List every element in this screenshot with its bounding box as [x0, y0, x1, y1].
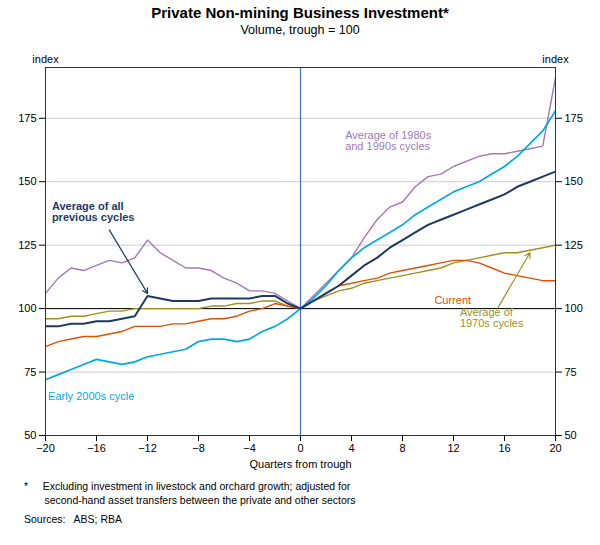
svg-text:index: index: [542, 53, 569, 65]
svg-text:150: 150: [565, 175, 583, 187]
svg-text:−12: −12: [138, 442, 157, 454]
svg-text:Early 2000s cycle: Early 2000s cycle: [48, 390, 134, 402]
svg-text:75: 75: [24, 366, 36, 378]
svg-text:8: 8: [399, 442, 405, 454]
svg-text:Average of 1980sand 1990s cycl: Average of 1980sand 1990s cycles: [345, 129, 432, 152]
svg-text:50: 50: [565, 429, 577, 441]
svg-text:−4: −4: [243, 442, 256, 454]
svg-text:175: 175: [18, 112, 36, 124]
svg-text:50: 50: [24, 429, 36, 441]
svg-text:index: index: [32, 53, 59, 65]
svg-text:20: 20: [549, 442, 561, 454]
svg-text:0: 0: [297, 442, 303, 454]
svg-text:100: 100: [18, 302, 36, 314]
svg-text:Average of allprevious cycles: Average of allprevious cycles: [52, 200, 135, 223]
html-text:* Excluding investment in live: * Excluding investment in livestock and …: [24, 480, 351, 492]
html-text:Private Non-mining Business In: Private Non-mining Business Investment*: [151, 4, 449, 21]
svg-text:175: 175: [565, 112, 583, 124]
svg-text:−8: −8: [192, 442, 205, 454]
svg-text:16: 16: [498, 442, 510, 454]
svg-text:75: 75: [565, 366, 577, 378]
svg-text:12: 12: [447, 442, 459, 454]
svg-text:125: 125: [565, 239, 583, 251]
svg-text:−20: −20: [36, 442, 55, 454]
svg-text:100: 100: [565, 302, 583, 314]
svg-text:−16: −16: [87, 442, 106, 454]
html-text:Sources: ABS; RBA: Sources: ABS; RBA: [24, 513, 122, 525]
html-text:second-hand asset transfers be: second-hand asset transfers between the …: [24, 494, 356, 506]
svg-text:Average of1970s cycles: Average of1970s cycles: [460, 306, 524, 329]
svg-text:125: 125: [18, 239, 36, 251]
svg-text:4: 4: [348, 442, 354, 454]
svg-text:Current: Current: [434, 294, 471, 306]
svg-text:Quarters from trough: Quarters from trough: [249, 458, 351, 470]
svg-text:150: 150: [18, 175, 36, 187]
html-text:Volume, trough = 100: Volume, trough = 100: [240, 23, 360, 37]
